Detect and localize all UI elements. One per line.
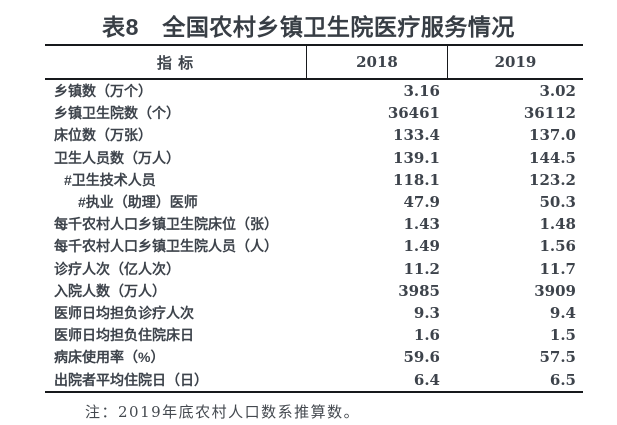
table-row: 床位数（万张） 133.4 137.0 (45, 124, 583, 146)
row-indicator: 病床使用率（%） (54, 349, 165, 366)
row-indicator: 医师日均担负住院床日 (54, 327, 194, 344)
row-value-2018: 139.1 (393, 148, 440, 167)
row-value-2019: 144.5 (529, 148, 576, 167)
row-value-2019: 6.5 (549, 370, 576, 389)
table-row: 诊疗人次（亿人次） 11.2 11.7 (45, 258, 583, 280)
table-row: #卫生技术人员 118.1 123.2 (45, 169, 583, 191)
table-row: 医师日均担负诊疗人次 9.3 9.4 (45, 302, 583, 324)
table-note: 注：2019年底农村人口数系推算数。 (85, 403, 361, 421)
row-value-2019: 137.0 (529, 126, 576, 145)
table-row: 每千农村人口乡镇卫生院床位（张） 1.43 1.48 (45, 213, 583, 235)
row-indicator: 床位数（万张） (54, 127, 152, 144)
row-value-2019: 57.5 (539, 348, 576, 367)
table-row: 乡镇卫生院数（个） 36461 36112 (45, 102, 583, 124)
row-value-2018: 118.1 (393, 170, 440, 189)
row-value-2019: 1.48 (539, 215, 576, 234)
row-indicator: #执业（助理）医师 (78, 194, 198, 211)
table-row: 出院者平均住院日（日） 6.4 6.5 (45, 368, 583, 390)
row-indicator: 每千农村人口乡镇卫生院人员（人） (54, 238, 278, 255)
column-header-indicator: 指 标 (156, 54, 195, 72)
table-row: 医师日均担负住院床日 1.6 1.5 (45, 324, 583, 346)
table-body: 乡镇数（万个） 3.16 3.02 乡镇卫生院数（个） 36461 36112 … (45, 80, 583, 391)
table-row: #执业（助理）医师 47.9 50.3 (45, 191, 583, 213)
table-row: 乡镇数（万个） 3.16 3.02 (45, 80, 583, 102)
column-header-2019: 2019 (447, 46, 583, 78)
row-value-2019: 9.4 (549, 303, 576, 322)
row-value-2018: 11.2 (403, 259, 440, 278)
row-value-2019: 50.3 (539, 193, 576, 212)
row-value-2019: 11.7 (539, 259, 576, 278)
table-row: 每千农村人口乡镇卫生院人员（人） 1.49 1.56 (45, 235, 583, 257)
row-indicator: #卫生技术人员 (64, 171, 156, 188)
table-header-row: 指 标 2018 2019 (45, 46, 583, 80)
row-value-2019: 36112 (523, 104, 576, 123)
row-value-2018: 6.4 (413, 370, 440, 389)
row-value-2018: 9.3 (413, 303, 440, 322)
row-value-2018: 133.4 (393, 126, 440, 145)
row-value-2019: 3.02 (539, 82, 576, 101)
table-row: 入院人数（万人） 3985 3909 (45, 280, 583, 302)
table-row: 病床使用率（%） 59.6 57.5 (45, 346, 583, 368)
row-indicator: 乡镇数（万个） (54, 83, 152, 100)
row-indicator: 卫生人员数（万人） (54, 149, 180, 166)
row-value-2019: 1.56 (539, 237, 576, 256)
row-value-2019: 3909 (534, 281, 576, 300)
row-value-2018: 1.6 (413, 326, 440, 345)
row-indicator: 出院者平均住院日（日） (54, 371, 208, 388)
row-value-2018: 1.49 (403, 237, 440, 256)
row-value-2019: 1.5 (549, 326, 576, 345)
row-indicator: 乡镇卫生院数（个） (54, 105, 180, 122)
row-value-2018: 59.6 (403, 348, 440, 367)
row-value-2018: 47.9 (403, 193, 440, 212)
table-title: 表8 全国农村乡镇卫生院医疗服务情况 (102, 14, 515, 40)
row-indicator: 入院人数（万人） (54, 282, 166, 299)
table-row: 卫生人员数（万人） 139.1 144.5 (45, 147, 583, 169)
statistics-table: 指 标 2018 2019 乡镇数（万个） 3.16 3.02 乡镇卫生院数（个… (45, 44, 583, 393)
row-indicator: 每千农村人口乡镇卫生院床位（张） (54, 216, 278, 233)
column-header-2018: 2018 (306, 46, 447, 78)
row-value-2019: 123.2 (529, 170, 576, 189)
row-indicator: 医师日均担负诊疗人次 (54, 304, 194, 321)
row-value-2018: 3985 (398, 281, 440, 300)
row-value-2018: 1.43 (403, 215, 440, 234)
row-value-2018: 3.16 (403, 82, 440, 101)
row-value-2018: 36461 (387, 104, 440, 123)
row-indicator: 诊疗人次（亿人次） (54, 260, 180, 277)
